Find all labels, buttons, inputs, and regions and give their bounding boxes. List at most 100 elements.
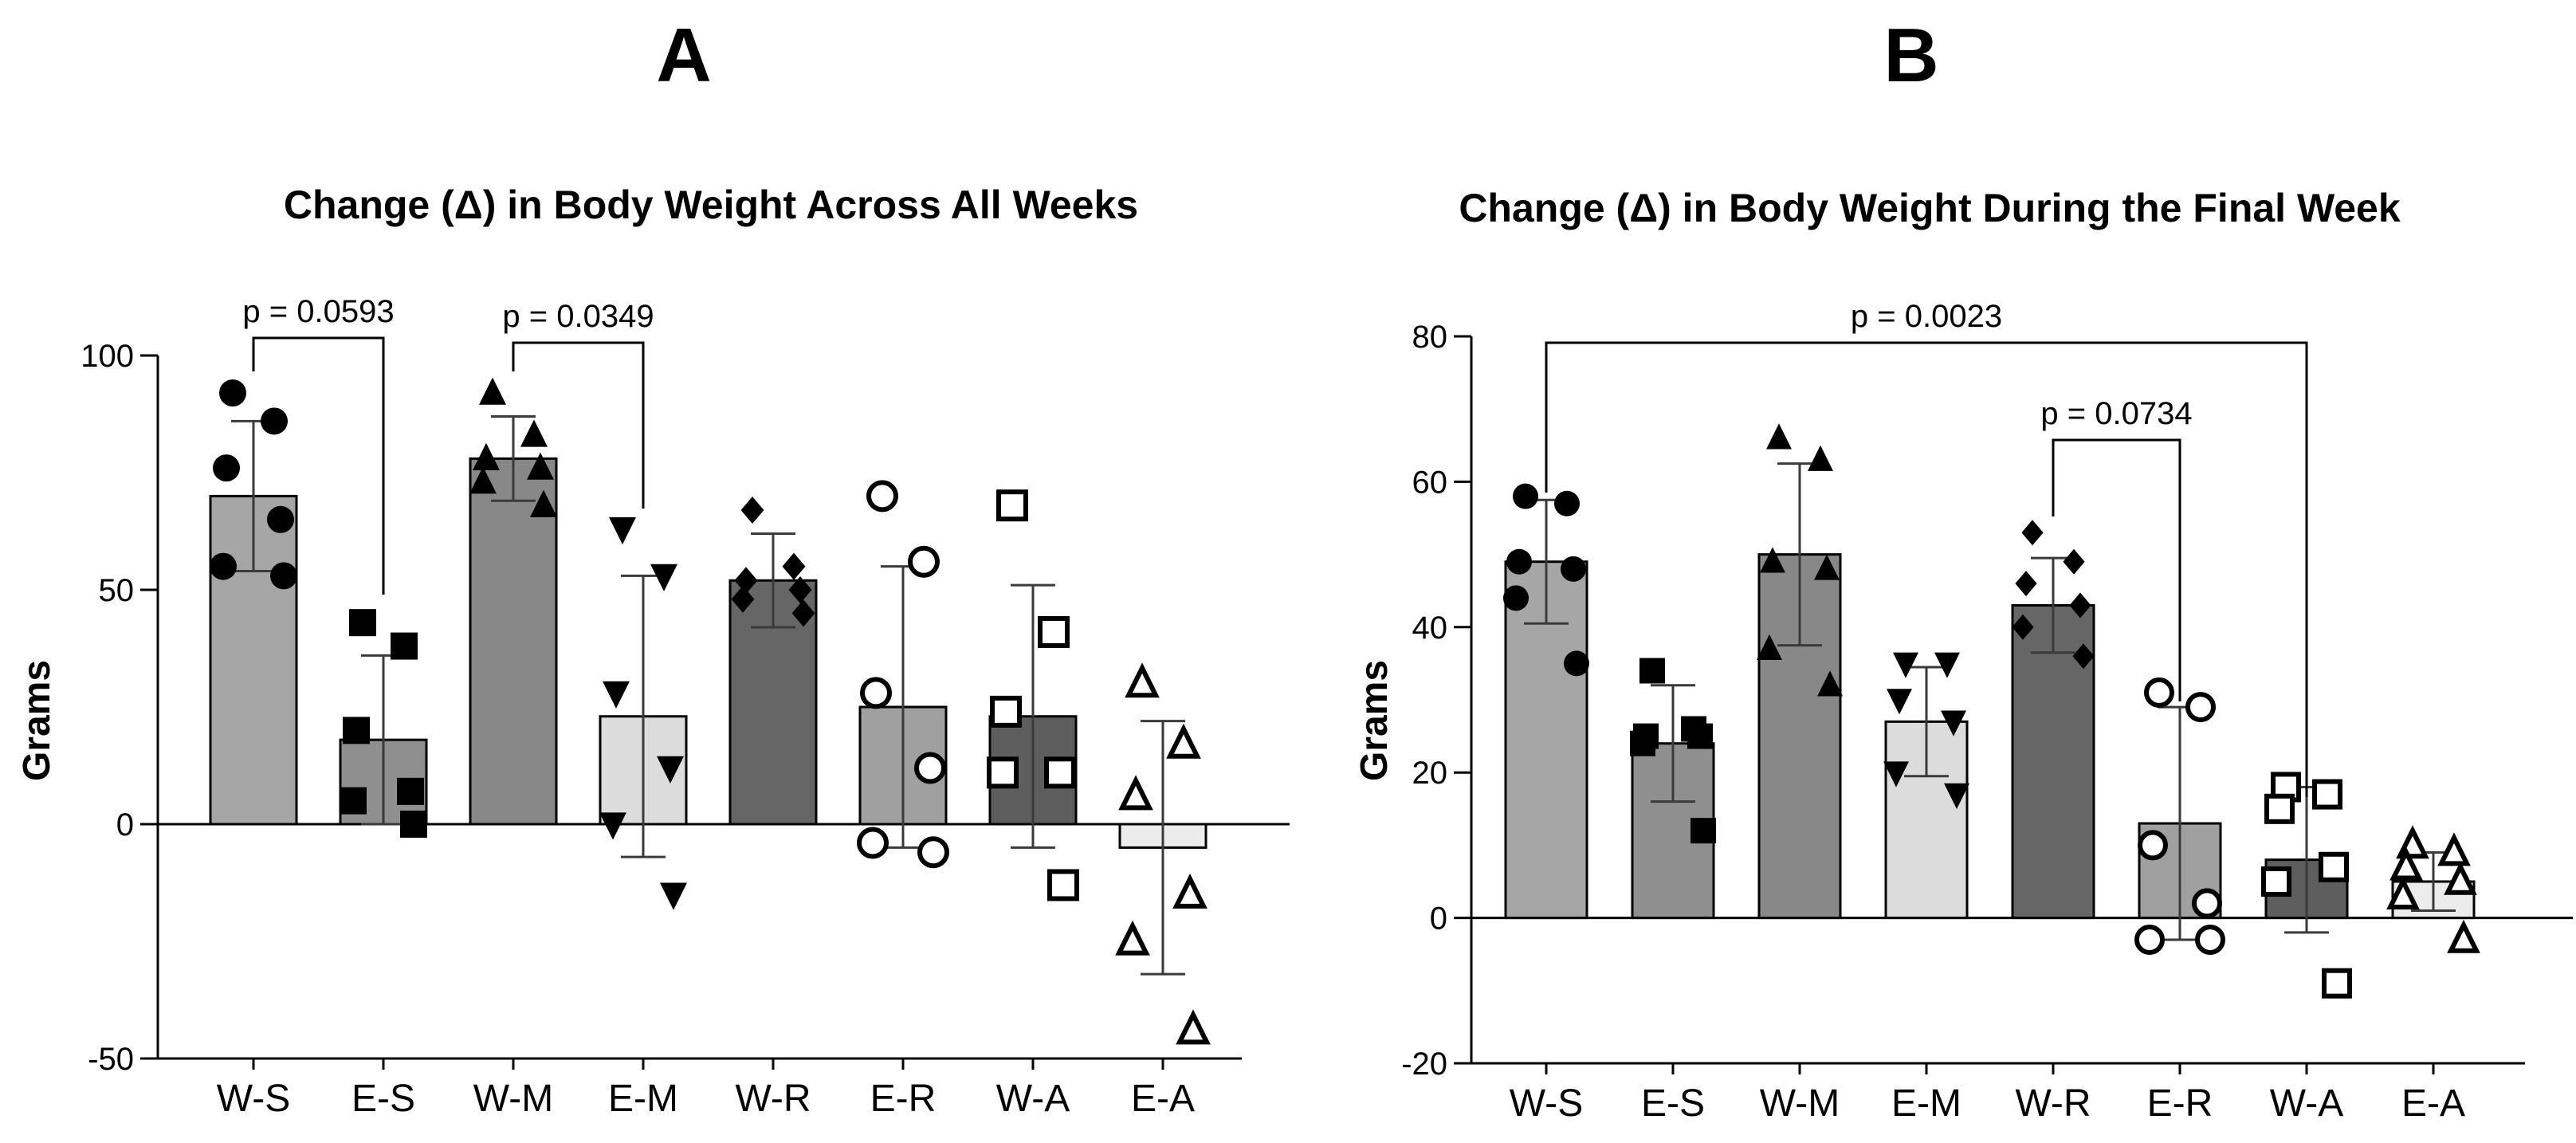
data-point-a-w-r (731, 585, 755, 613)
data-point-b-w-m (1817, 670, 1843, 697)
data-point-a-w-r (791, 599, 815, 627)
data-point-a-e-a (1172, 873, 1208, 909)
data-point-a-w-a (1038, 615, 1070, 648)
y-tick-label-a: 50 (99, 573, 135, 608)
data-point-b-e-r (2138, 830, 2168, 861)
data-point-b-w-a (2312, 779, 2342, 810)
x-tick-label-a-e-a: E-A (1131, 1078, 1195, 1120)
x-tick-label-a-e-r: E-R (870, 1078, 937, 1120)
data-point-a-e-m (609, 517, 636, 545)
y-tick-label-b: 40 (1412, 611, 1448, 646)
data-point-b-e-r (2192, 888, 2222, 919)
data-point-a-e-s (349, 609, 376, 637)
data-point-a-e-s (391, 632, 418, 660)
y-axis-label-a: Grams (16, 660, 58, 781)
plot-area-a: -50 0 50 100 W-S E-S W-M E-M W-R E-R W-A E-A p = 0.0… (80, 294, 1290, 1120)
data-point-b-w-m (1808, 445, 1833, 471)
error-bar-a-e-a (1141, 720, 1185, 976)
x-tick-label-a-w-m: W-M (473, 1078, 553, 1120)
comparison-bracket-b-1 (1545, 341, 2308, 797)
data-point-b-e-s (1639, 658, 1665, 684)
data-point-a-e-r (914, 752, 946, 784)
x-tick-label-a-w-s: W-S (217, 1078, 290, 1120)
data-point-a-w-s (261, 407, 288, 435)
data-point-b-e-r (2185, 692, 2216, 723)
data-point-b-w-r (2015, 571, 2037, 597)
data-point-b-e-a (2386, 876, 2420, 910)
data-point-a-e-s (340, 787, 367, 815)
data-point-a-w-r (734, 567, 758, 595)
data-point-b-e-m (1944, 783, 1969, 809)
data-point-a-e-m (657, 756, 684, 784)
data-point-b-e-r (2144, 677, 2174, 708)
x-tick-label-b-e-s: E-S (1641, 1082, 1705, 1125)
data-point-b-w-r (2072, 643, 2095, 670)
x-tick-label-b-e-m: E-M (1891, 1082, 1961, 1125)
data-point-a-e-m (599, 812, 626, 840)
x-tick-label-a-e-m: E-M (608, 1078, 678, 1120)
data-point-b-e-r (2195, 924, 2225, 955)
error-bar-b-e-s (1651, 684, 1695, 803)
data-point-a-e-a (1125, 662, 1160, 698)
data-point-b-w-r (2069, 592, 2091, 619)
data-point-b-e-r (2134, 924, 2165, 955)
data-point-b-w-a (2261, 866, 2291, 897)
data-point-b-w-a (2319, 851, 2349, 882)
data-point-b-e-a (2444, 861, 2477, 895)
data-point-b-w-a (2264, 793, 2295, 824)
data-point-a-e-s (397, 777, 424, 805)
y-tick-label-b: 0 (1430, 901, 1447, 937)
error-bar-a-w-r (751, 532, 795, 629)
y-tick-label-b: 60 (1412, 465, 1448, 500)
data-point-b-w-a (2322, 968, 2352, 999)
y-tick-label-a: 100 (80, 339, 134, 374)
data-point-b-w-m (1757, 634, 1782, 660)
data-point-b-w-s (1561, 556, 1586, 582)
data-point-b-e-m (1887, 689, 1912, 715)
data-point-a-e-a (1176, 1009, 1211, 1045)
data-point-b-e-a (2437, 832, 2471, 866)
data-point-a-w-r (782, 552, 806, 580)
error-bar-a-w-m (491, 414, 536, 502)
bar-a-w-m (469, 457, 558, 826)
data-point-a-e-a (1118, 775, 1153, 811)
y-tick-label-a: 0 (116, 807, 134, 843)
data-point-b-w-s (1503, 585, 1529, 611)
data-point-a-w-a (990, 695, 1022, 728)
error-bar-b-e-m (1904, 666, 1949, 778)
y-tick-label-a: -50 (88, 1042, 134, 1077)
error-bar-a-w-a (1011, 583, 1055, 849)
data-point-b-e-a (2447, 919, 2480, 953)
data-point-a-w-a (996, 489, 1028, 522)
data-point-a-w-r (740, 497, 764, 524)
x-tick-label-a-w-r: W-R (735, 1078, 811, 1120)
data-point-b-w-s (1506, 548, 1532, 575)
data-point-a-w-s (219, 379, 246, 407)
data-point-a-w-m (469, 466, 497, 494)
y-tick-label-b: 20 (1412, 756, 1448, 791)
comparison-bracket-a-2 (512, 341, 645, 509)
data-point-a-e-r (866, 480, 898, 513)
data-point-b-w-s (1564, 650, 1589, 677)
data-point-a-w-m (473, 442, 500, 471)
data-point-b-w-s (1554, 490, 1580, 517)
data-point-b-w-r (2012, 614, 2034, 640)
data-point-b-w-m (1814, 554, 1840, 580)
data-point-a-w-m (527, 452, 554, 480)
data-point-a-e-r (860, 677, 892, 709)
data-point-a-e-a (1115, 920, 1150, 956)
chart-title-b: Change (Δ) in Body Weight During the Fin… (1459, 186, 2401, 230)
data-point-a-e-r (917, 836, 949, 869)
y-axis-label-b: Grams (1353, 660, 1396, 781)
x-tick-label-b-w-m: W-M (1760, 1082, 1840, 1125)
x-tick-label-b-w-s: W-S (1510, 1082, 1583, 1125)
data-point-b-e-m (1883, 761, 1909, 788)
data-point-a-w-m (530, 489, 557, 517)
data-point-b-w-m (1766, 423, 1792, 450)
data-point-a-w-s (270, 562, 297, 590)
p-value-label-b-1: p = 0.0023 (1851, 299, 2002, 334)
data-point-b-w-m (1760, 547, 1785, 573)
p-value-label-a-1: p = 0.0593 (242, 294, 394, 329)
data-point-b-w-r (2021, 520, 2044, 546)
